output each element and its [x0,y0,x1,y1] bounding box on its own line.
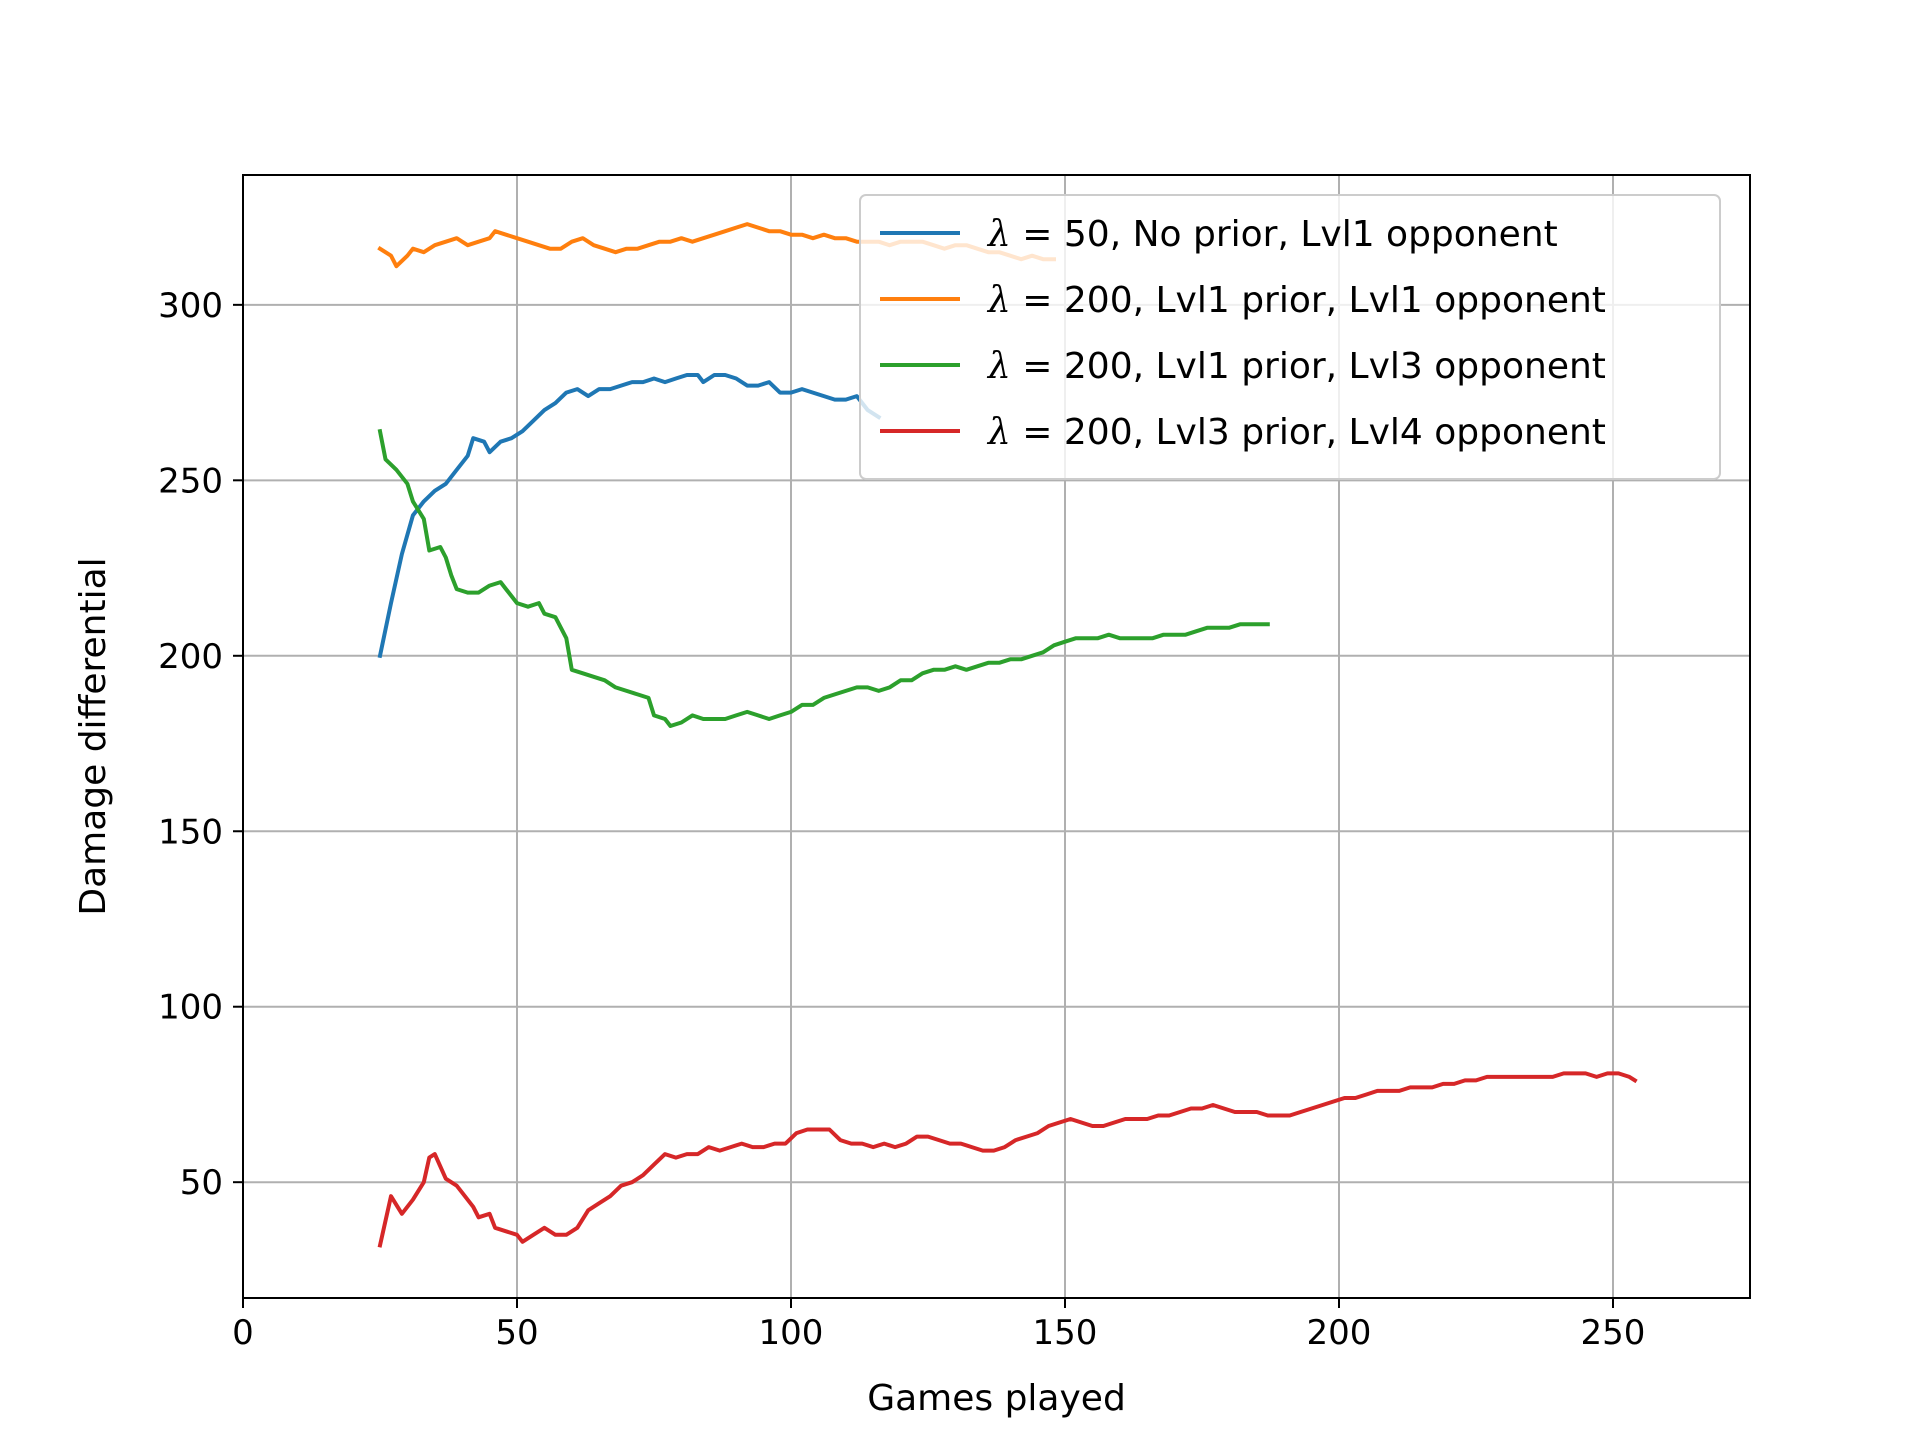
plot-frame [242,174,1751,1299]
x-tick-label: 250 [1581,1313,1646,1353]
series-line-3 [377,428,1270,728]
y-tick-label: 200 [158,637,223,677]
series-line-1 [377,373,882,659]
y-tick-label: 50 [180,1163,223,1203]
legend-entry-4: λ = 200, Lvl3 prior, Lvl4 opponent [986,412,1606,453]
grid-lines [242,175,1750,1298]
series-line-4 [377,1071,1638,1248]
y-tick-label: 250 [158,461,223,501]
y-tick-label: 150 [158,812,223,852]
legend-box [859,194,1721,480]
y-axis-ticks: 50 100 150 200 250 300 [158,286,243,1203]
x-tick-label: 0 [232,1313,254,1353]
x-tick-label: 50 [495,1313,538,1353]
x-tick-label: 100 [759,1313,824,1353]
legend-label: = 200, Lvl1 prior, Lvl1 opponent [1011,280,1606,321]
legend-label: = 200, Lvl1 prior, Lvl3 opponent [1011,346,1606,387]
x-tick-label: 150 [1033,1313,1098,1353]
x-tick-label: 200 [1307,1313,1372,1353]
legend-entry-1: λ = 50, No prior, Lvl1 opponent [986,214,1558,255]
legend-label: = 200, Lvl3 prior, Lvl4 opponent [1011,412,1606,453]
legend-entry-3: λ = 200, Lvl1 prior, Lvl3 opponent [986,346,1606,387]
y-tick-label: 300 [158,286,223,326]
y-tick-label: 100 [158,988,223,1028]
y-axis-title: Damage differential [73,557,114,915]
x-axis-title: Games played [867,1378,1126,1419]
x-axis-ticks: 0 50 100 150 200 250 [232,1298,1645,1353]
legend-symbol: λ [986,346,1011,387]
legend-symbol: λ [986,412,1011,453]
legend-symbol: λ [986,214,1011,255]
legend-symbol: λ [986,280,1011,321]
legend-entry-2: λ = 200, Lvl1 prior, Lvl1 opponent [986,280,1606,321]
legend-label: = 50, No prior, Lvl1 opponent [1011,214,1558,255]
